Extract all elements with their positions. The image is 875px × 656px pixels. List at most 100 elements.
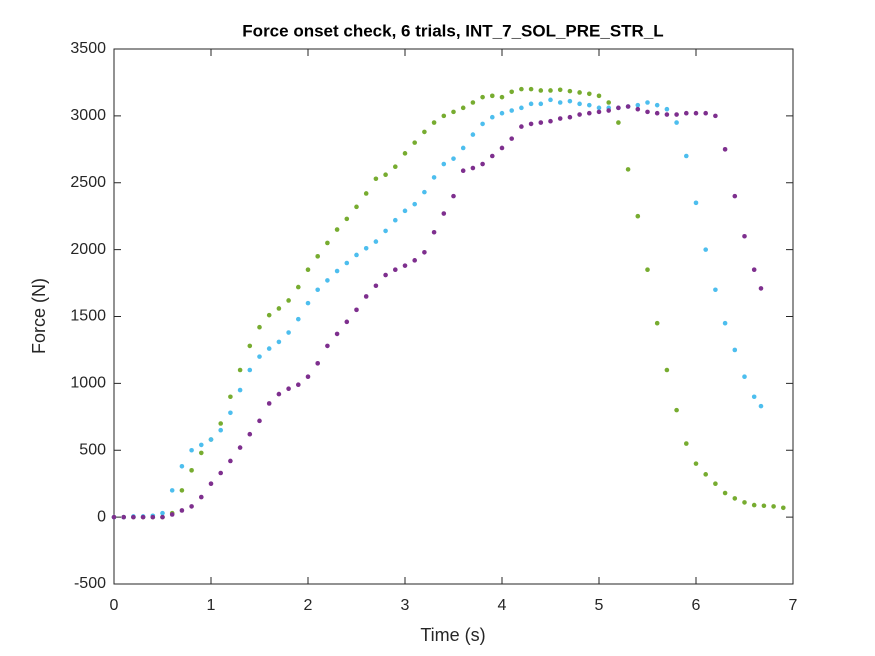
data-point	[596, 93, 602, 99]
data-point	[266, 312, 272, 318]
data-point	[276, 339, 282, 345]
data-point	[635, 213, 641, 219]
x-axis-label: Time (s)	[420, 625, 485, 645]
data-point	[732, 496, 738, 501]
y-tick-label: 1500	[70, 308, 106, 325]
data-point	[587, 91, 592, 97]
data-point	[703, 247, 708, 252]
data-point	[315, 361, 321, 366]
data-point	[577, 90, 582, 95]
data-point	[480, 94, 485, 100]
data-point	[567, 98, 573, 104]
data-point	[470, 100, 476, 105]
data-point	[422, 189, 427, 195]
data-point	[567, 114, 573, 120]
data-point	[548, 97, 553, 103]
data-point	[111, 514, 117, 520]
data-point	[441, 113, 447, 119]
data-point	[296, 284, 301, 290]
data-point	[732, 193, 738, 199]
data-point	[693, 200, 699, 206]
data-point	[266, 401, 272, 406]
data-point	[693, 461, 699, 466]
data-point	[674, 112, 679, 117]
data-point	[344, 216, 350, 222]
data-point	[247, 367, 253, 373]
data-point	[654, 110, 660, 116]
data-point	[616, 105, 621, 111]
x-tick-label: 0	[110, 597, 119, 614]
data-point	[208, 437, 214, 442]
y-tick-label: 500	[79, 441, 106, 458]
data-point	[557, 100, 563, 105]
data-point	[431, 120, 437, 125]
data-point	[470, 132, 476, 137]
y-tick-label: -500	[74, 575, 106, 592]
data-point	[509, 108, 514, 113]
data-point	[169, 488, 175, 493]
data-point	[354, 204, 359, 210]
data-point	[751, 267, 757, 272]
data-point	[373, 283, 379, 289]
data-point	[654, 102, 660, 108]
x-tick-label: 5	[595, 597, 604, 614]
data-point	[354, 307, 359, 313]
x-tick-label: 3	[401, 597, 410, 614]
data-point	[577, 101, 582, 107]
data-point	[412, 140, 418, 145]
data-point	[189, 468, 194, 473]
data-point	[373, 239, 379, 244]
data-point	[480, 161, 485, 167]
data-point	[228, 410, 233, 416]
data-point	[412, 258, 418, 263]
data-point	[441, 161, 447, 167]
data-point	[490, 93, 495, 99]
data-point	[758, 403, 764, 409]
data-point	[742, 233, 747, 239]
data-point	[664, 367, 670, 373]
data-point	[742, 374, 747, 379]
data-point	[693, 110, 699, 116]
data-point	[393, 164, 398, 169]
data-point	[460, 168, 466, 174]
data-point	[684, 153, 689, 159]
data-point	[431, 229, 437, 235]
data-point	[402, 208, 408, 214]
x-tick-label: 2	[304, 597, 313, 614]
data-point	[509, 136, 514, 141]
data-point	[218, 427, 223, 433]
data-point	[664, 106, 670, 112]
data-point	[412, 201, 418, 207]
data-point	[305, 300, 311, 306]
data-point	[363, 191, 369, 196]
data-point	[286, 386, 291, 392]
data-point	[654, 320, 660, 326]
x-tick-label: 4	[498, 597, 507, 614]
data-point	[519, 105, 524, 111]
data-point	[758, 286, 764, 291]
y-tick-label: 2500	[70, 174, 106, 191]
y-tick-label: 0	[97, 508, 106, 525]
data-point	[538, 101, 544, 107]
data-point	[761, 503, 767, 509]
data-point	[257, 324, 262, 330]
data-point	[490, 153, 495, 159]
data-point	[266, 346, 272, 351]
data-point	[645, 100, 650, 105]
data-point	[635, 102, 641, 108]
data-point	[751, 502, 757, 508]
data-point	[228, 394, 233, 400]
data-point	[771, 504, 776, 509]
data-point	[519, 86, 524, 92]
data-point	[645, 109, 650, 115]
data-point	[325, 343, 330, 349]
data-point	[150, 514, 156, 520]
data-point	[499, 94, 505, 100]
axes-box	[113, 48, 794, 585]
data-point	[286, 298, 291, 303]
data-point	[121, 514, 126, 520]
data-point	[460, 145, 466, 151]
data-point	[587, 102, 592, 108]
data-point	[722, 320, 728, 326]
